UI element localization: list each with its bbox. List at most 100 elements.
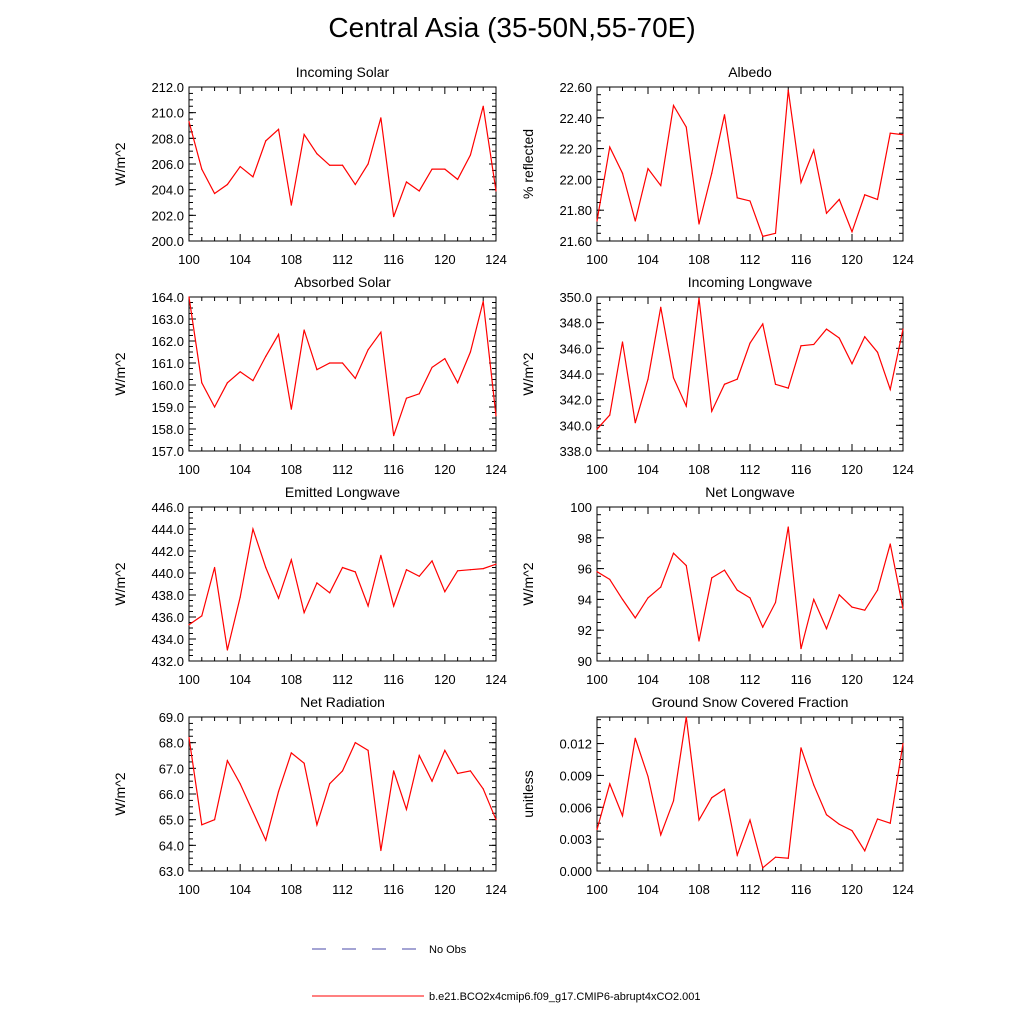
data-point bbox=[813, 784, 815, 786]
data-point bbox=[723, 114, 726, 116]
series-line bbox=[596, 716, 904, 869]
x-tick-label: 120 bbox=[434, 672, 456, 687]
data-point bbox=[634, 220, 636, 222]
data-point bbox=[864, 850, 866, 852]
y-axis-label: W/m^2 bbox=[112, 562, 128, 605]
y-tick-label: 0.006 bbox=[559, 800, 592, 815]
data-point bbox=[444, 168, 446, 170]
data-point bbox=[851, 231, 853, 233]
x-tick-label: 112 bbox=[332, 882, 353, 897]
data-point bbox=[660, 586, 662, 588]
data-point bbox=[482, 568, 484, 570]
data-point bbox=[609, 146, 611, 148]
data-point bbox=[239, 165, 241, 168]
x-tick-label: 112 bbox=[740, 672, 761, 687]
data-point bbox=[736, 854, 738, 856]
data-point bbox=[226, 760, 228, 762]
series-line bbox=[188, 296, 497, 436]
y-tick-label: 206.0 bbox=[151, 157, 184, 172]
y-tick-label: 160.0 bbox=[151, 378, 184, 393]
y-tick-label: 350.0 bbox=[559, 290, 592, 305]
data-point bbox=[380, 554, 382, 557]
x-tick-label: 116 bbox=[383, 462, 404, 477]
data-point bbox=[290, 559, 292, 561]
plot-frame bbox=[596, 716, 904, 872]
data-point bbox=[813, 343, 815, 346]
y-tick-label: 158.0 bbox=[151, 422, 184, 437]
data-point bbox=[647, 168, 649, 170]
data-point bbox=[685, 126, 687, 128]
data-point bbox=[405, 397, 408, 399]
x-tick-label: 116 bbox=[791, 252, 812, 267]
y-tick-label: 202.0 bbox=[151, 208, 184, 223]
data-point bbox=[609, 783, 611, 785]
x-tick-label: 108 bbox=[280, 252, 302, 267]
data-point bbox=[672, 377, 675, 379]
x-tick-label: 120 bbox=[434, 882, 456, 897]
x-tick-label: 100 bbox=[178, 882, 200, 897]
data-point bbox=[213, 192, 216, 195]
data-point bbox=[405, 808, 408, 811]
data-point bbox=[367, 605, 369, 607]
series-line bbox=[596, 298, 904, 430]
data-point bbox=[825, 328, 828, 330]
data-point bbox=[851, 830, 853, 832]
data-point bbox=[711, 577, 713, 579]
data-point bbox=[774, 383, 777, 385]
x-tick-label: 104 bbox=[229, 252, 251, 267]
data-point bbox=[444, 749, 446, 751]
data-point bbox=[825, 814, 828, 816]
y-tick-label: 342.0 bbox=[559, 393, 592, 408]
data-point bbox=[838, 823, 840, 825]
data-point bbox=[774, 601, 777, 604]
data-point bbox=[698, 819, 700, 821]
y-tick-label: 159.0 bbox=[151, 400, 184, 415]
data-point bbox=[431, 560, 433, 562]
data-point bbox=[660, 834, 662, 836]
y-tick-label: 440.0 bbox=[151, 566, 184, 581]
data-point bbox=[418, 190, 420, 192]
data-point bbox=[303, 133, 305, 136]
data-point bbox=[902, 328, 904, 330]
chart-title: Incoming Solar bbox=[296, 64, 390, 80]
x-tick-label: 108 bbox=[688, 462, 710, 477]
data-point bbox=[813, 598, 815, 601]
y-axis-label: W/m^2 bbox=[520, 562, 536, 605]
data-point bbox=[609, 414, 611, 416]
y-tick-label: 66.0 bbox=[159, 787, 184, 802]
data-point bbox=[213, 406, 216, 408]
y-tick-label: 22.00 bbox=[559, 172, 592, 187]
data-point bbox=[316, 824, 318, 826]
x-tick-label: 120 bbox=[434, 462, 456, 477]
data-point bbox=[825, 212, 828, 214]
x-tick-label: 116 bbox=[791, 462, 812, 477]
data-point bbox=[723, 383, 726, 385]
data-point bbox=[762, 235, 764, 237]
data-point bbox=[723, 569, 726, 571]
plot-frame bbox=[188, 86, 497, 242]
data-point bbox=[341, 566, 344, 569]
data-point bbox=[813, 149, 815, 151]
y-tick-label: 210.0 bbox=[151, 106, 184, 121]
data-point bbox=[188, 736, 190, 739]
y-axis-label: W/m^2 bbox=[112, 142, 128, 185]
data-point bbox=[749, 597, 751, 599]
data-point bbox=[303, 612, 305, 614]
data-point bbox=[341, 362, 344, 364]
data-point bbox=[405, 181, 408, 183]
data-point bbox=[864, 609, 866, 611]
chart-title: Absorbed Solar bbox=[294, 274, 391, 290]
data-point bbox=[303, 762, 305, 764]
data-point bbox=[800, 345, 802, 347]
data-point bbox=[621, 598, 624, 601]
data-point bbox=[431, 366, 433, 368]
y-tick-label: 21.80 bbox=[559, 203, 592, 218]
data-point bbox=[252, 176, 254, 178]
chart-title: Emitted Longwave bbox=[285, 484, 400, 500]
data-point bbox=[265, 839, 267, 841]
data-point bbox=[303, 329, 305, 331]
data-point bbox=[672, 104, 675, 107]
x-tick-label: 116 bbox=[791, 672, 812, 687]
data-point bbox=[341, 770, 344, 772]
data-point bbox=[482, 105, 484, 107]
